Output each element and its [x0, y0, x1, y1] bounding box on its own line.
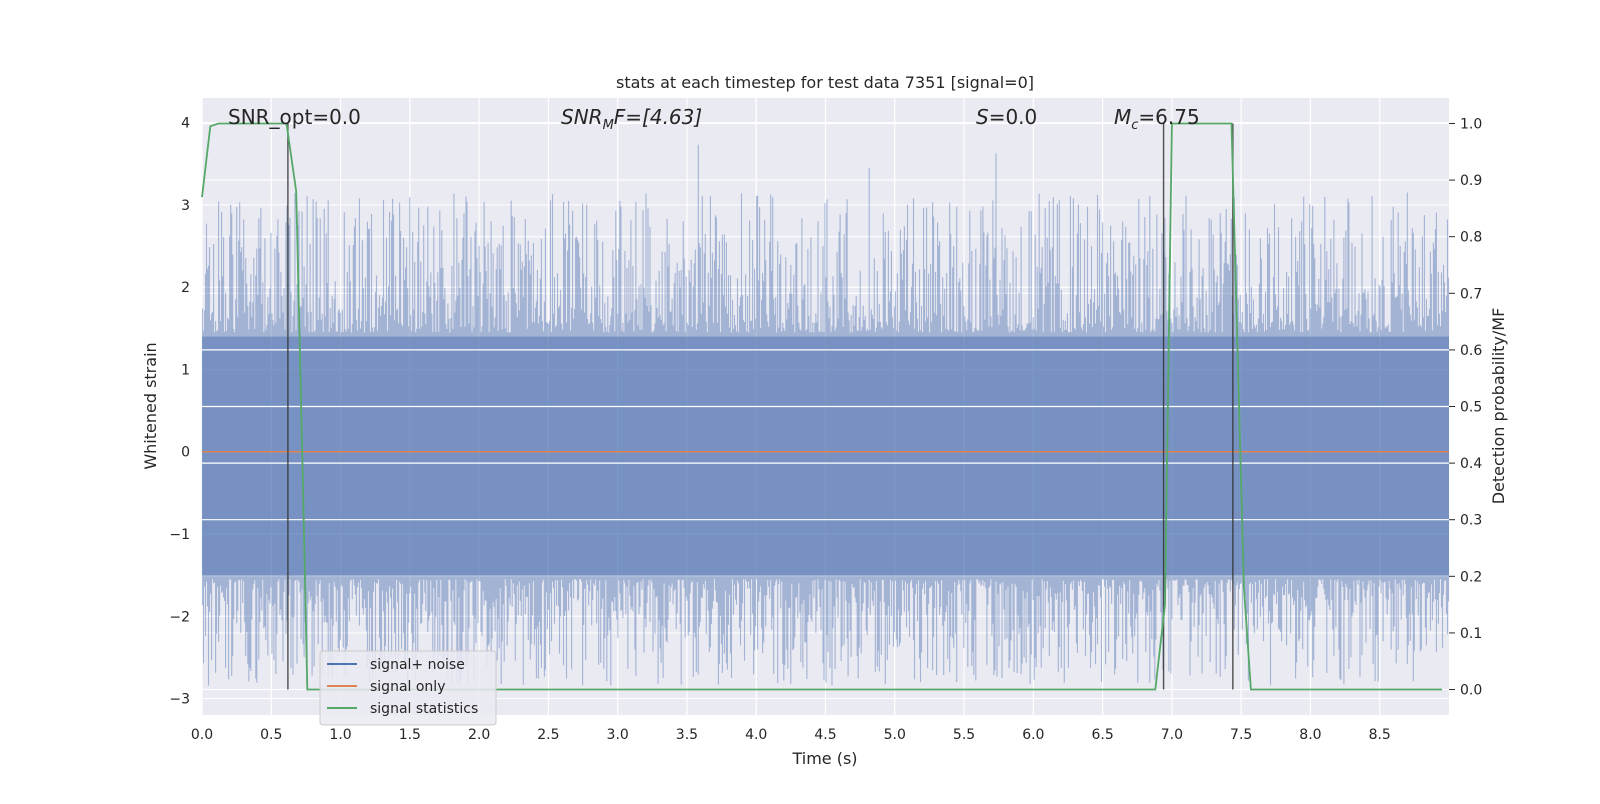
s-symbol: S	[976, 105, 989, 129]
right-y-tick-label: 0.3	[1460, 513, 1482, 529]
annotation-snr-mf: SNRMF=[4.63]	[561, 105, 702, 133]
s-rest: =0.0	[989, 105, 1038, 129]
annotation-snr-opt: SNR_opt=0.0	[228, 105, 361, 129]
x-tick-label: 8.0	[1299, 727, 1321, 743]
y-tick-label: 3	[181, 198, 190, 214]
x-tick-label: 0.0	[191, 727, 213, 743]
chart-title: stats at each timestep for test data 735…	[616, 73, 1034, 92]
legend-label-signal-only: signal only	[370, 679, 445, 695]
right-y-tick-label: 0.7	[1460, 286, 1482, 302]
right-y-tick-label: 0.5	[1460, 400, 1482, 416]
x-tick-label: 3.5	[676, 727, 698, 743]
y-tick-label: 0	[181, 445, 190, 461]
x-tick-label: 7.5	[1230, 727, 1252, 743]
mc-subscript: c	[1131, 118, 1138, 133]
x-tick-label: 5.5	[953, 727, 975, 743]
right-y-tick-label: 0.0	[1460, 683, 1482, 699]
x-tick-label: 1.5	[399, 727, 421, 743]
annotation-mc: Mc=6.75	[1114, 105, 1200, 133]
y-tick-label: 4	[181, 116, 190, 132]
y-tick-label: −1	[169, 527, 190, 543]
right-y-tick-label: 0.8	[1460, 230, 1482, 246]
annotation-s: S=0.0	[976, 105, 1037, 129]
mc-rest: =6.75	[1138, 105, 1199, 129]
y-tick-label: −2	[169, 609, 190, 625]
right-y-tick-label: 0.4	[1460, 456, 1482, 472]
x-tick-label: 7.0	[1161, 727, 1183, 743]
right-y-tick-labels: 1.0 0.9 0.8 0.7 0.6 0.5 0.4 0.3 0.2 0.1 0.0	[1460, 116, 1482, 698]
x-tick-label: 3.0	[607, 727, 629, 743]
legend: signal+ noise signal only signal statist…	[319, 650, 497, 726]
y-tick-label: 1	[181, 362, 190, 378]
vertical-markers	[287, 123, 1234, 690]
right-y-tick-label: 0.9	[1460, 173, 1482, 189]
x-tick-label: 0.5	[260, 727, 282, 743]
y-tick-labels: 4 3 2 1 0 −1 −2 −3	[169, 116, 190, 708]
noise-core	[202, 336, 1449, 576]
x-axis-label: Time (s)	[791, 749, 857, 768]
x-tick-label: 6.5	[1091, 727, 1113, 743]
snr-mf-subscript: M	[603, 118, 614, 133]
x-tick-label: 6.0	[1022, 727, 1044, 743]
legend-label-noise: signal+ noise	[370, 657, 465, 673]
signal-statistics-line	[201, 122, 1443, 691]
right-y-tick-label: 1.0	[1460, 116, 1482, 132]
x-tick-label: 2.5	[537, 727, 559, 743]
right-y-tick-label: 0.6	[1460, 343, 1482, 359]
x-tick-label: 1.0	[329, 727, 351, 743]
right-y-tick-label: 0.2	[1460, 569, 1482, 585]
snr-mf-rest: F=[4.63]	[614, 105, 702, 129]
x-tick-label: 4.0	[745, 727, 767, 743]
x-tick-labels: 0.0 0.5 1.0 1.5 2.0 2.5 3.0 3.5 4.0 4.5 5.0 5.5 6.0 6…	[191, 727, 1391, 743]
x-tick-label: 4.5	[814, 727, 836, 743]
y-tick-label: −3	[169, 692, 190, 708]
x-tick-label: 2.0	[468, 727, 490, 743]
snr-mf-symbol: SNR	[561, 105, 603, 129]
right-y-tick-label: 0.1	[1460, 626, 1482, 642]
x-tick-label: 5.0	[884, 727, 906, 743]
mc-symbol: M	[1114, 105, 1131, 129]
y-axis-label: Whitened strain	[141, 342, 160, 469]
x-tick-label: 8.5	[1369, 727, 1391, 743]
legend-box	[319, 650, 497, 726]
y-tick-label: 2	[181, 280, 190, 296]
right-y-axis-label: Detection probability/MF	[1489, 308, 1508, 505]
legend-label-statistics: signal statistics	[370, 701, 478, 717]
